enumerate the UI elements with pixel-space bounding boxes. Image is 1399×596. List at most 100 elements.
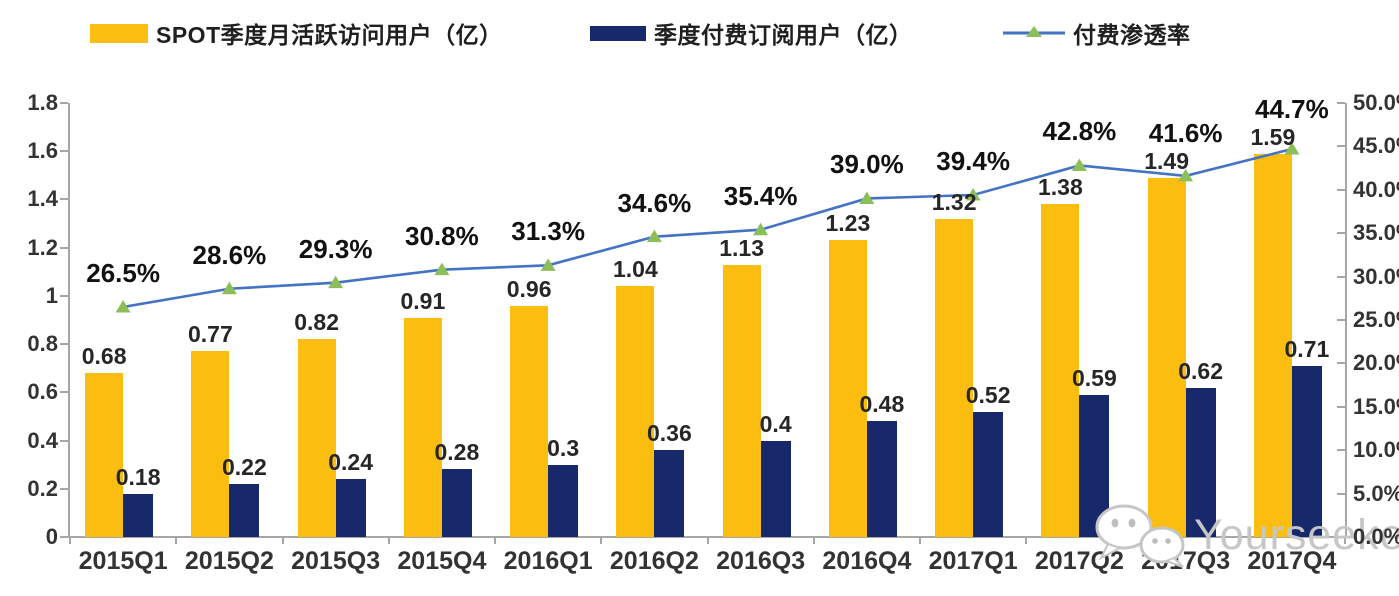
y-axis-left-label: 0.8 <box>27 331 58 357</box>
legend-line-marker-icon <box>1003 24 1065 42</box>
y-axis-right-tick <box>1337 319 1345 321</box>
line-marker-2015Q2 <box>221 281 237 295</box>
bar-paid-2015Q3 <box>335 479 366 537</box>
legend-label-penetration: 付费渗透率 <box>1073 22 1191 48</box>
bar-paid-2015Q2 <box>229 483 260 537</box>
line-marker-2017Q2 <box>1071 158 1087 171</box>
bar-label-mau-2017Q3: 1.49 <box>1144 147 1190 174</box>
legend-swatch-mau <box>90 23 148 43</box>
y-axis-left-tick <box>60 198 68 201</box>
y-axis-left-label: 0.4 <box>27 427 58 453</box>
y-axis-right <box>1345 103 1347 537</box>
bar-label-mau-2016Q1: 0.96 <box>506 275 552 302</box>
bar-paid-2016Q3 <box>760 440 791 537</box>
y-axis-right-tick <box>1337 362 1345 365</box>
bar-mau-2016Q3 <box>722 264 761 537</box>
x-axis-tick <box>387 537 390 544</box>
y-axis-left-label: 1 <box>45 282 58 308</box>
x-tick-label-2015Q4: 2015Q4 <box>397 547 487 575</box>
y-axis-right-label: 5.0% <box>1353 480 1399 506</box>
pct-label-2015Q2: 28.6% <box>192 239 267 270</box>
y-axis-right-tick <box>1337 405 1345 408</box>
y-axis-right-label: 25.0% <box>1353 307 1399 332</box>
pct-label-2017Q2: 42.8% <box>1042 116 1117 147</box>
y-axis-right-label: 0.0% <box>1353 524 1399 549</box>
y-axis-left-label: 1.2 <box>27 234 58 260</box>
x-tick-label-2017Q4: 2017Q4 <box>1247 547 1337 575</box>
x-tick-label-2015Q1: 2015Q1 <box>78 547 168 575</box>
bar-label-paid-2016Q4: 0.48 <box>859 391 905 418</box>
bar-label-paid-2015Q4: 0.28 <box>434 439 480 466</box>
bar-label-mau-2016Q3: 1.13 <box>719 234 765 261</box>
y-axis-left-label: 1.6 <box>27 138 58 164</box>
bar-label-paid-2016Q1: 0.3 <box>547 434 580 461</box>
legend-item-penetration: 付费渗透率 <box>1003 16 1191 50</box>
line-marker-2015Q1 <box>115 299 131 313</box>
bar-mau-2017Q1 <box>935 218 974 537</box>
y-axis-right-label: 45.0% <box>1353 133 1399 159</box>
watermark: Yourseeker <box>1090 502 1399 568</box>
legend-swatch-paid <box>590 25 646 41</box>
y-axis-right-label: 40.0% <box>1353 176 1399 202</box>
bar-paid-2017Q3 <box>1185 387 1216 537</box>
line-marker-2016Q1 <box>540 258 556 271</box>
y-axis-left-tick <box>60 102 68 104</box>
y-axis-left-tick <box>60 150 68 153</box>
legend-item-paid: 季度付费订阅用户（亿） <box>590 16 913 50</box>
bar-mau-2015Q4 <box>403 317 442 537</box>
bar-label-paid-2017Q4: 0.71 <box>1284 335 1330 362</box>
bar-paid-2016Q4 <box>866 421 897 537</box>
y-axis-left-label: 0.2 <box>27 475 58 501</box>
bar-label-paid-2016Q3: 0.4 <box>759 410 792 437</box>
bar-label-paid-2016Q2: 0.36 <box>646 420 692 447</box>
x-tick-label-2016Q4: 2016Q4 <box>822 547 912 575</box>
y-axis-left-tick <box>60 343 68 346</box>
pct-label-2016Q2: 34.6% <box>617 187 692 218</box>
bar-mau-2015Q3 <box>297 339 336 537</box>
pct-label-2016Q1: 31.3% <box>511 216 585 247</box>
bar-paid-2017Q1 <box>973 411 1004 537</box>
y-axis-right-tick <box>1337 275 1345 278</box>
x-tick-label-2016Q1: 2016Q1 <box>503 547 593 575</box>
bar-label-paid-2017Q2: 0.59 <box>1071 364 1117 391</box>
x-axis-tick <box>175 537 178 544</box>
pct-label-2015Q4: 30.8% <box>405 220 479 251</box>
x-axis-tick <box>1025 537 1028 544</box>
pct-label-2015Q1: 26.5% <box>86 257 160 288</box>
y-axis-left <box>68 103 70 537</box>
y-axis-right-label: 50.0% <box>1353 90 1399 115</box>
y-axis-right-tick <box>1337 145 1345 148</box>
watermark-text: Yourseeker <box>1194 510 1399 559</box>
bar-label-paid-2017Q3: 0.62 <box>1178 357 1224 384</box>
x-axis-tick <box>281 537 284 544</box>
bar-paid-2015Q4 <box>441 469 472 537</box>
bar-label-mau-2017Q1: 1.32 <box>931 188 977 215</box>
legend-item-mau: SPOT季度月活跃访问用户（亿） <box>90 16 503 50</box>
bar-paid-2015Q1 <box>123 493 154 537</box>
bar-label-mau-2015Q1: 0.68 <box>81 343 127 370</box>
wechat-icon <box>1095 504 1185 568</box>
bar-paid-2017Q4 <box>1291 365 1322 537</box>
y-axis-right-label: 15.0% <box>1353 393 1399 419</box>
bar-label-paid-2015Q2: 0.22 <box>221 453 267 480</box>
line-marker-2015Q4 <box>434 262 450 276</box>
x-tick-label-2016Q3: 2016Q3 <box>716 547 806 575</box>
line-marker-2015Q3 <box>328 275 344 289</box>
y-axis-left-tick <box>60 439 68 442</box>
bar-label-mau-2016Q2: 1.04 <box>612 256 658 283</box>
y-axis-right-tick <box>1337 102 1345 104</box>
y-axis-left-label: 0 <box>45 524 58 549</box>
pct-label-2016Q3: 35.4% <box>723 180 798 211</box>
legend-label-mau: SPOT季度月活跃访问用户（亿） <box>156 22 503 48</box>
line-marker-2016Q2 <box>646 229 662 243</box>
y-axis-right-label: 35.0% <box>1353 220 1399 246</box>
pct-label-2016Q4: 39.0% <box>830 149 904 180</box>
bar-mau-2016Q4 <box>828 240 867 537</box>
x-tick-label-2017Q1: 2017Q1 <box>928 547 1018 575</box>
bar-label-mau-2015Q4: 0.91 <box>400 287 446 314</box>
pct-label-2017Q1: 39.4% <box>936 146 1010 176</box>
bar-mau-2016Q2 <box>616 286 655 537</box>
y-axis-left-tick <box>60 536 68 538</box>
pct-label-2015Q3: 29.3% <box>298 233 373 264</box>
